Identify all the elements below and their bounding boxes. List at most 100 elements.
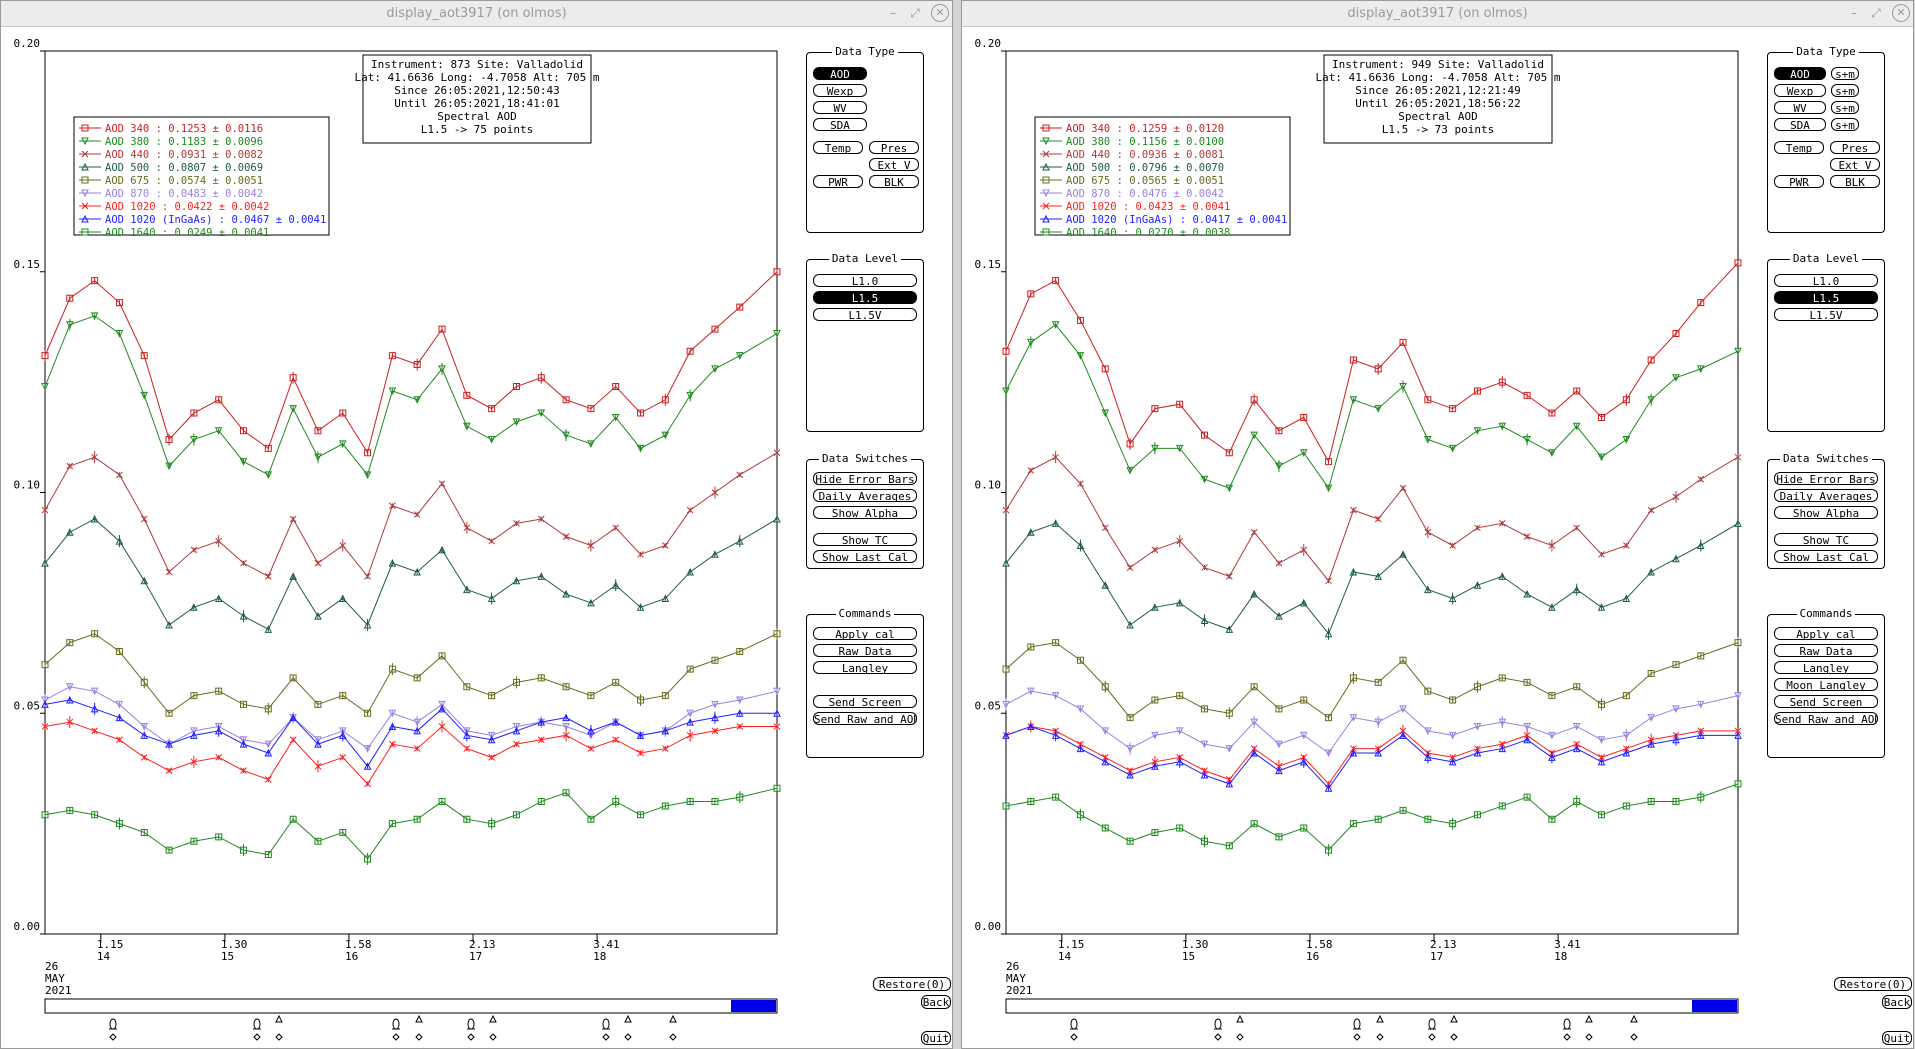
sda-button[interactable]: SDA (1774, 118, 1826, 131)
timeline-diamond[interactable] (1563, 1033, 1571, 1041)
wv-button[interactable]: WV (1774, 101, 1826, 114)
timeline-triangle[interactable] (1585, 1014, 1593, 1023)
timeline-triangle[interactable] (669, 1014, 677, 1023)
command-raw-data-button[interactable]: Raw Data (1774, 644, 1878, 657)
restore-button[interactable]: Restore(0) (873, 977, 951, 991)
timeline-diamond[interactable] (1070, 1033, 1078, 1041)
switch-show-last-cal-button[interactable]: Show Last Cal (813, 550, 917, 563)
s-plus-m-button[interactable]: s+m (1831, 101, 1859, 114)
command-send-raw-and-aod-button[interactable]: Send Raw and AOD (1774, 712, 1878, 725)
timeline-diamond[interactable] (1585, 1033, 1593, 1041)
timeline-marker[interactable] (602, 1018, 610, 1030)
s-plus-m-button[interactable]: s+m (1831, 67, 1859, 80)
timeline-bar[interactable] (1005, 998, 1739, 1014)
temp-button[interactable]: Temp (1774, 141, 1824, 154)
timeline-diamond[interactable] (109, 1033, 117, 1041)
data-level-l1-0-button[interactable]: L1.0 (1774, 274, 1878, 287)
switch-show-tc-button[interactable]: Show TC (813, 533, 917, 546)
switch-hide-error-bars-button[interactable]: Hide Error Bars (1774, 472, 1878, 485)
timeline-selection[interactable] (1692, 1000, 1737, 1012)
timeline-diamond[interactable] (1630, 1033, 1638, 1041)
close-icon[interactable]: ✕ (1892, 4, 1910, 22)
timeline-diamond[interactable] (1450, 1033, 1458, 1041)
timeline-diamond[interactable] (1376, 1033, 1384, 1041)
ext-v-button[interactable]: Ext V (869, 158, 919, 171)
timeline-selection[interactable] (731, 1000, 776, 1012)
timeline-diamond[interactable] (1236, 1033, 1244, 1041)
temp-button[interactable]: Temp (813, 141, 863, 154)
maximize-icon[interactable]: ⤢ (910, 6, 920, 20)
switch-daily-averages-button[interactable]: Daily Averages (1774, 489, 1878, 502)
pwr-button[interactable]: PWR (813, 175, 863, 188)
wexp-button[interactable]: Wexp (813, 84, 867, 97)
wexp-button[interactable]: Wexp (1774, 84, 1826, 97)
timeline-diamond[interactable] (1214, 1033, 1222, 1041)
timeline-diamond[interactable] (415, 1033, 423, 1041)
command-langley-button[interactable]: Langley (813, 661, 917, 674)
switch-show-alpha-button[interactable]: Show Alpha (813, 506, 917, 519)
sda-button[interactable]: SDA (813, 118, 867, 131)
command-send-raw-and-aod-button[interactable]: Send Raw and AOD (813, 712, 917, 725)
timeline-diamond[interactable] (1353, 1033, 1361, 1041)
timeline-marker[interactable] (1214, 1018, 1222, 1030)
command-apply-cal-button[interactable]: Apply cal (1774, 627, 1878, 640)
timeline-diamond[interactable] (275, 1033, 283, 1041)
s-plus-m-button[interactable]: s+m (1831, 118, 1859, 131)
pres-button[interactable]: Pres (869, 141, 919, 154)
timeline-triangle[interactable] (1630, 1014, 1638, 1023)
command-apply-cal-button[interactable]: Apply cal (813, 627, 917, 640)
blk-button[interactable]: BLK (869, 175, 919, 188)
s-plus-m-button[interactable]: s+m (1831, 84, 1859, 97)
timeline-marker[interactable] (109, 1018, 117, 1030)
timeline-triangle[interactable] (1236, 1014, 1244, 1023)
switch-daily-averages-button[interactable]: Daily Averages (813, 489, 917, 502)
command-langley-button[interactable]: Langley (1774, 661, 1878, 674)
minimize-icon[interactable]: – (890, 6, 896, 20)
back-button[interactable]: Back (921, 995, 951, 1009)
wv-button[interactable]: WV (813, 101, 867, 114)
pwr-button[interactable]: PWR (1774, 175, 1824, 188)
blk-button[interactable]: BLK (1830, 175, 1880, 188)
timeline-marker[interactable] (253, 1018, 261, 1030)
back-button[interactable]: Back (1882, 995, 1912, 1009)
command-moon-langley-button[interactable]: Moon Langley (1774, 678, 1878, 691)
data-level-l1-0-button[interactable]: L1.0 (813, 274, 917, 287)
switch-show-last-cal-button[interactable]: Show Last Cal (1774, 550, 1878, 563)
aod-button[interactable]: AOD (813, 67, 867, 80)
timeline-triangle[interactable] (489, 1014, 497, 1023)
aod-button[interactable]: AOD (1774, 67, 1826, 80)
maximize-icon[interactable]: ⤢ (1871, 6, 1881, 20)
timeline-marker[interactable] (1070, 1018, 1078, 1030)
timeline-triangle[interactable] (1376, 1014, 1384, 1023)
timeline-diamond[interactable] (624, 1033, 632, 1041)
timeline-diamond[interactable] (1428, 1033, 1436, 1041)
command-send-screen-button[interactable]: Send Screen (813, 695, 917, 708)
data-level-l1-5-button[interactable]: L1.5 (813, 291, 917, 304)
ext-v-button[interactable]: Ext V (1830, 158, 1880, 171)
switch-show-alpha-button[interactable]: Show Alpha (1774, 506, 1878, 519)
timeline-marker[interactable] (467, 1018, 475, 1030)
titlebar[interactable]: display_aot3917 (on olmos) – ⤢ ✕ (962, 1, 1913, 27)
timeline-triangle[interactable] (624, 1014, 632, 1023)
switch-hide-error-bars-button[interactable]: Hide Error Bars (813, 472, 917, 485)
timeline-marker[interactable] (392, 1018, 400, 1030)
timeline-diamond[interactable] (392, 1033, 400, 1041)
pres-button[interactable]: Pres (1830, 141, 1880, 154)
timeline-diamond[interactable] (467, 1033, 475, 1041)
timeline-marker[interactable] (1563, 1018, 1571, 1030)
timeline-diamond[interactable] (669, 1033, 677, 1041)
minimize-icon[interactable]: – (1851, 6, 1857, 20)
switch-show-tc-button[interactable]: Show TC (1774, 533, 1878, 546)
timeline-diamond[interactable] (253, 1033, 261, 1041)
command-raw-data-button[interactable]: Raw Data (813, 644, 917, 657)
close-icon[interactable]: ✕ (931, 4, 949, 22)
command-send-screen-button[interactable]: Send Screen (1774, 695, 1878, 708)
timeline-triangle[interactable] (1450, 1014, 1458, 1023)
timeline-triangle[interactable] (415, 1014, 423, 1023)
quit-button[interactable]: Quit (921, 1031, 951, 1045)
timeline-diamond[interactable] (602, 1033, 610, 1041)
timeline-marker[interactable] (1353, 1018, 1361, 1030)
timeline-marker[interactable] (1428, 1018, 1436, 1030)
data-level-l1-5v-button[interactable]: L1.5V (1774, 308, 1878, 321)
timeline-diamond[interactable] (489, 1033, 497, 1041)
